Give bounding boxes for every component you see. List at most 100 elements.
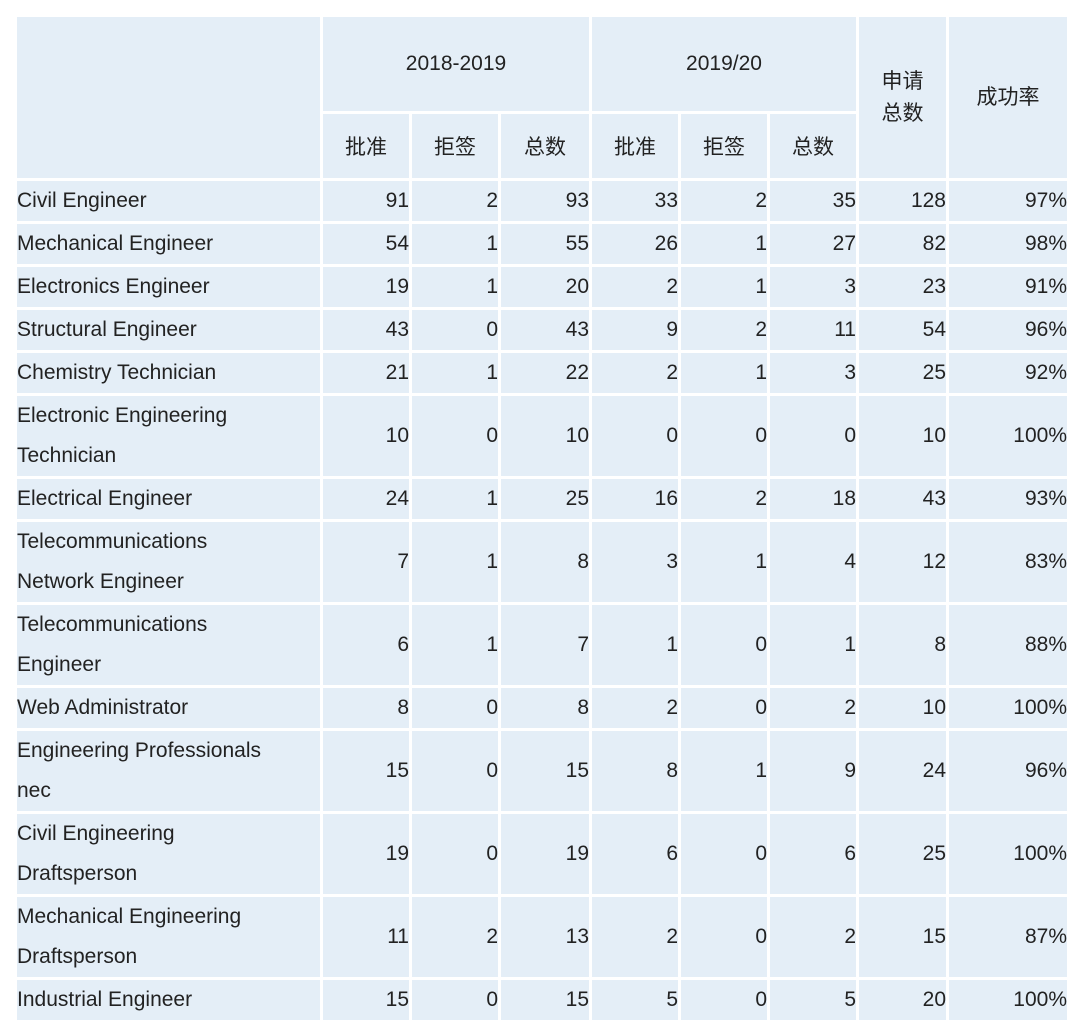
approved-2018-cell: 7 (323, 522, 409, 602)
total-applications-cell: 10 (859, 396, 946, 476)
success-rate-cell: 93% (949, 479, 1067, 519)
success-rate-cell: 87% (949, 897, 1067, 977)
refused-2019-cell: 1 (681, 224, 767, 264)
total-2019-cell: 18 (770, 479, 856, 519)
occupation-cell: Chemistry Technician (17, 353, 320, 393)
refused-2018-cell: 0 (412, 980, 498, 1020)
total-applications-cell: 20 (859, 980, 946, 1020)
approved-2018-cell: 6 (323, 605, 409, 685)
total-2019-cell: 1 (770, 605, 856, 685)
approved-2018-cell: 43 (323, 310, 409, 350)
approved-2018-cell: 19 (323, 814, 409, 894)
header-refused-2019: 拒签 (681, 114, 767, 178)
success-rate-cell: 96% (949, 731, 1067, 811)
header-refused-2018: 拒签 (412, 114, 498, 178)
table-row: Telecommunications Engineer 6 1 7 1 0 1 8 88% (17, 605, 1067, 685)
total-2019-cell: 2 (770, 688, 856, 728)
header-success-rate: 成功率 (949, 17, 1067, 178)
approved-2018-cell: 19 (323, 267, 409, 307)
table-row: Electrical Engineer 24 1 25 16 2 18 43 93% (17, 479, 1067, 519)
table-row: Mechanical Engineer 54 1 55 26 1 27 82 98% (17, 224, 1067, 264)
table-row: Industrial Engineer 15 0 15 5 0 5 20 100% (17, 980, 1067, 1020)
total-2018-cell: 15 (501, 980, 589, 1020)
total-2019-cell: 0 (770, 396, 856, 476)
total-2019-cell: 3 (770, 353, 856, 393)
header-total-2018: 总数 (501, 114, 589, 178)
refused-2019-cell: 2 (681, 479, 767, 519)
refused-2018-cell: 1 (412, 267, 498, 307)
refused-2019-cell: 0 (681, 814, 767, 894)
approved-2019-cell: 9 (592, 310, 678, 350)
total-2018-cell: 43 (501, 310, 589, 350)
total-applications-cell: 43 (859, 479, 946, 519)
total-2019-cell: 3 (770, 267, 856, 307)
header-success-rate-label: 成功率 (976, 85, 1040, 109)
approved-2018-cell: 21 (323, 353, 409, 393)
total-2018-cell: 25 (501, 479, 589, 519)
approved-2019-cell: 33 (592, 181, 678, 221)
table-row: Civil Engineering Draftsperson 19 0 19 6 0 6 25… (17, 814, 1067, 894)
refused-2018-cell: 1 (412, 605, 498, 685)
success-rate-cell: 92% (949, 353, 1067, 393)
refused-2019-cell: 2 (681, 310, 767, 350)
occupation-cell: Electronic Engineering Technician (17, 396, 320, 476)
total-2019-cell: 2 (770, 897, 856, 977)
total-2019-cell: 4 (770, 522, 856, 602)
total-2018-cell: 10 (501, 396, 589, 476)
total-2018-cell: 22 (501, 353, 589, 393)
occupation-cell: Electrical Engineer (17, 479, 320, 519)
refused-2018-cell: 0 (412, 688, 498, 728)
header-row-1: 2018-2019 2019/20 申请 总数 成功率 (17, 17, 1067, 178)
refused-2018-cell: 0 (412, 396, 498, 476)
total-applications-cell: 54 (859, 310, 946, 350)
refused-2019-cell: 0 (681, 605, 767, 685)
occupation-label: Electronic Engineering Technician (17, 404, 228, 467)
header-corner-cell (17, 17, 320, 178)
approved-2019-cell: 3 (592, 522, 678, 602)
header-approved-2018: 批准 (323, 114, 409, 178)
approved-2018-cell: 15 (323, 731, 409, 811)
total-2018-cell: 13 (501, 897, 589, 977)
occupation-label: Telecommunications Engineer (17, 613, 208, 676)
success-rate-cell: 100% (949, 688, 1067, 728)
table-row: Structural Engineer 43 0 43 9 2 11 54 96% (17, 310, 1067, 350)
total-2018-cell: 15 (501, 731, 589, 811)
occupation-cell: Engineering Professionals nec (17, 731, 320, 811)
refused-2018-cell: 1 (412, 353, 498, 393)
header-group-2019-20: 2019/20 (592, 17, 856, 111)
total-2018-cell: 93 (501, 181, 589, 221)
total-2019-cell: 27 (770, 224, 856, 264)
refused-2019-cell: 0 (681, 396, 767, 476)
header-approved-2019: 批准 (592, 114, 678, 178)
success-rate-cell: 83% (949, 522, 1067, 602)
approved-2018-cell: 15 (323, 980, 409, 1020)
table-row: Civil Engineer 91 2 93 33 2 35 128 97% (17, 181, 1067, 221)
occupation-label: Electronics Engineer (17, 275, 210, 298)
header-row-2: 批准 拒签 总数 批准 拒签 总数 (17, 114, 1067, 178)
refused-2018-cell: 2 (412, 181, 498, 221)
total-2019-cell: 9 (770, 731, 856, 811)
approved-2019-cell: 8 (592, 731, 678, 811)
occupation-label: Chemistry Technician (17, 361, 217, 384)
approved-2019-cell: 2 (592, 688, 678, 728)
refused-2018-cell: 0 (412, 310, 498, 350)
approved-2019-cell: 2 (592, 267, 678, 307)
table-row: Engineering Professionals nec 15 0 15 8 1 9 24 9… (17, 731, 1067, 811)
total-2019-cell: 35 (770, 181, 856, 221)
table-row: Web Administrator 8 0 8 2 0 2 10 100% (17, 688, 1067, 728)
total-applications-cell: 12 (859, 522, 946, 602)
success-rate-cell: 91% (949, 267, 1067, 307)
total-applications-cell: 128 (859, 181, 946, 221)
occupation-label: Electrical Engineer (17, 487, 193, 510)
total-applications-cell: 10 (859, 688, 946, 728)
approved-2018-cell: 91 (323, 181, 409, 221)
occupation-cell: Electronics Engineer (17, 267, 320, 307)
occupation-cell: Civil Engineering Draftsperson (17, 814, 320, 894)
refused-2018-cell: 0 (412, 814, 498, 894)
approved-2019-cell: 1 (592, 605, 678, 685)
occupation-cell: Telecommunications Engineer (17, 605, 320, 685)
approved-2018-cell: 11 (323, 897, 409, 977)
approved-2019-cell: 2 (592, 353, 678, 393)
header-group-2018-2019: 2018-2019 (323, 17, 589, 111)
total-applications-cell: 23 (859, 267, 946, 307)
